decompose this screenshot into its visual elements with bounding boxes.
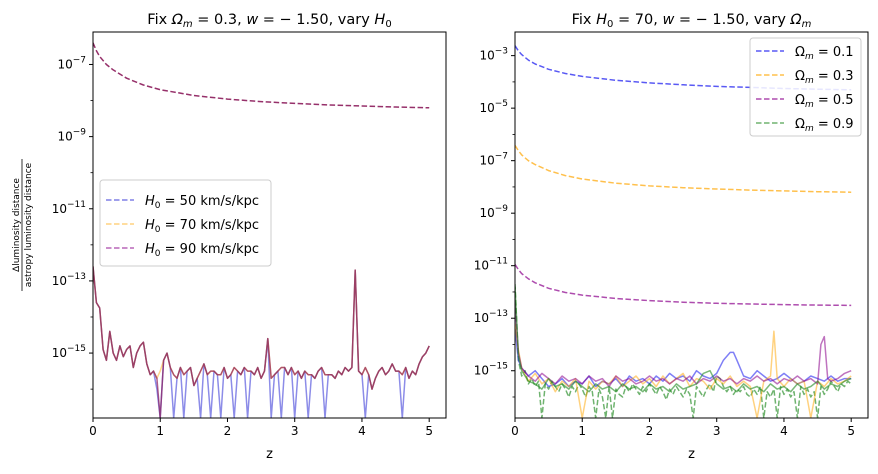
x-tick-label: 1 [578, 424, 586, 438]
y-tick-label: 10−7 [479, 152, 508, 168]
chart-title-left: Fix Ωm = 0.3, w = − 1.50, vary H0 [147, 12, 391, 30]
y-tick-label: 10−7 [57, 55, 86, 71]
y-axis-left: 10−15 10−13 10−11 10−9 10−7 [52, 55, 93, 390]
plot-frame-left [92, 31, 447, 419]
x-tick-label: 1 [156, 424, 164, 438]
y-tick-label: 10−11 [52, 200, 86, 216]
x-tick-label: 0 [89, 424, 97, 438]
legend-box-left [99, 179, 272, 267]
y-tick-label: 10−13 [474, 309, 508, 325]
legend-label: H0 = 50 km/s/kpc [145, 194, 259, 211]
title-right-part: = 70, [613, 12, 662, 28]
x-tick-label: 3 [713, 424, 721, 438]
title-left-part: = − 1.50, vary [258, 12, 374, 28]
legend-left: H0 = 50 km/s/kpc H0 = 70 km/s/kpc H0 = 9… [99, 179, 272, 267]
x-axis-right: 0 1 2 3 4 5 [511, 418, 855, 438]
x-axis-label-left: z [266, 447, 273, 462]
y-axis-label-denominator: astropy luminosity distance [24, 162, 34, 287]
legend-label: Ωm = 0.3 [795, 69, 854, 86]
title-left-subscript: 0 [385, 19, 391, 30]
title-left-symbol: w [246, 12, 258, 28]
series-line-legend-trend [515, 263, 852, 307]
x-tick-label: 4 [780, 424, 788, 438]
y-tick-label: 10−9 [479, 204, 508, 220]
title-left-symbol: Ω [171, 12, 183, 28]
series-line-noise [515, 302, 852, 388]
x-tick-label: 5 [425, 424, 433, 438]
title-left-part: Fix [147, 12, 172, 28]
series-group-right [515, 45, 852, 418]
y-tick-label: 10−3 [479, 47, 508, 63]
x-tick-label: 3 [291, 424, 299, 438]
y-axis-right: 10−15 10−13 10−11 10−9 10−7 10−5 10−3 [474, 47, 515, 398]
title-right-symbol: Ω [790, 12, 802, 28]
y-axis-label: Δluminosity distance astropy luminosity … [12, 159, 34, 291]
y-tick-label: 10−15 [52, 344, 86, 360]
legend-label: H0 = 90 km/s/kpc [145, 242, 259, 259]
title-right-part: Fix [572, 12, 597, 28]
plot-frame-right [514, 31, 869, 419]
y-tick-label: 10−15 [474, 362, 508, 378]
title-right-symbol: H [596, 12, 607, 28]
series-line-noise [515, 286, 852, 393]
x-axis-left: 0 1 2 3 4 5 [89, 418, 433, 438]
x-tick-label: 2 [224, 424, 232, 438]
legend-label: Ωm = 0.1 [795, 45, 854, 62]
title-right-part: = − 1.50, vary [674, 12, 790, 28]
x-tick-label: 4 [358, 424, 366, 438]
series-line-legend-trend [515, 45, 852, 91]
legend-label: Ωm = 0.5 [795, 93, 854, 110]
series-line-legend-noise [515, 284, 852, 418]
series-line-noise [515, 323, 852, 418]
x-tick-label: 5 [847, 424, 855, 438]
y-tick-label: 10−11 [474, 257, 508, 273]
series-group-left [93, 42, 430, 418]
title-right-subscript: 0 [607, 19, 613, 30]
legend-label: Ωm = 0.9 [795, 117, 854, 134]
title-right-symbol: w [662, 12, 674, 28]
series-line-noise [93, 266, 430, 418]
x-tick-label: 0 [511, 424, 519, 438]
y-tick-label: 10−13 [52, 272, 86, 288]
x-tick-label: 2 [646, 424, 654, 438]
y-tick-label: 10−9 [57, 128, 86, 144]
series-line-trend [93, 42, 430, 109]
title-right-subscript: m [802, 19, 812, 30]
y-axis-label-numerator: Δluminosity distance [12, 178, 22, 272]
y-tick-label: 10−5 [479, 99, 508, 115]
legend-right: Ωm = 0.1 Ωm = 0.3 Ωm = 0.5 Ωm = 0.9 [749, 37, 862, 137]
x-axis-label-right: z [688, 447, 695, 462]
series-line-legend-trend [515, 144, 852, 193]
title-left-part: = 0.3, [193, 12, 247, 28]
legend-label: H0 = 70 km/s/kpc [145, 218, 259, 235]
title-left-subscript: m [183, 19, 193, 30]
title-left-symbol: H [374, 12, 385, 28]
legend-box-right [749, 37, 862, 137]
chart-title-right: Fix H0 = 70, w = − 1.50, vary Ωm [572, 12, 812, 30]
